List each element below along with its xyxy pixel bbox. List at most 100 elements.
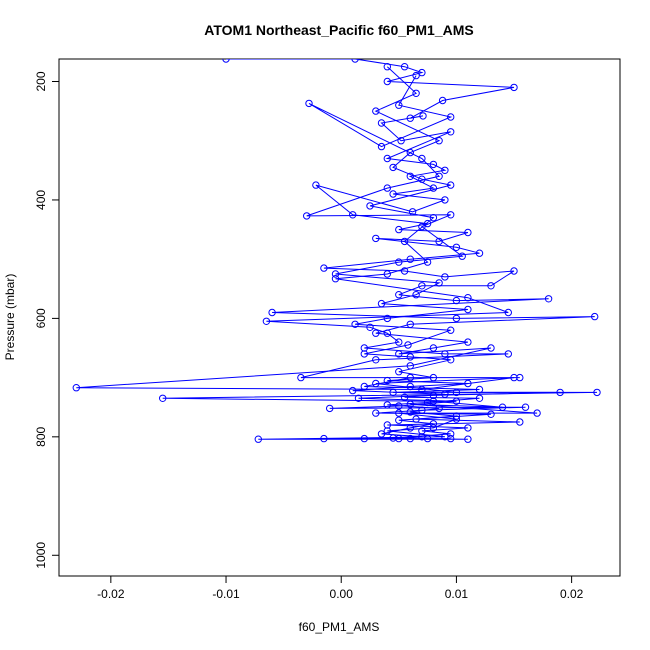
chart-title: ATOM1 Northeast_Pacific f60_PM1_AMS	[204, 22, 473, 38]
data-point	[510, 267, 518, 275]
series-line	[76, 59, 598, 440]
series-line	[266, 66, 561, 440]
data-point	[395, 291, 403, 299]
data-point	[487, 410, 495, 418]
data-point	[366, 202, 374, 210]
data-point	[418, 282, 426, 290]
data-point	[383, 329, 391, 337]
data-point	[447, 181, 455, 189]
data-point	[418, 154, 426, 163]
data-point	[510, 83, 518, 92]
data-point	[429, 424, 438, 432]
series-line	[306, 75, 480, 440]
data-point	[429, 184, 438, 192]
data-point	[521, 403, 530, 411]
data-point	[406, 172, 414, 181]
data-point	[372, 107, 380, 115]
data-point	[464, 435, 472, 443]
data-point	[464, 338, 472, 346]
data-point	[516, 373, 524, 382]
x-tick-label: 0.02	[560, 587, 584, 601]
data-point	[297, 373, 305, 382]
y-tick-label: 1000	[34, 542, 48, 569]
data-point	[377, 430, 386, 438]
data-series	[72, 59, 601, 443]
data-point	[458, 252, 466, 260]
data-point	[383, 62, 391, 71]
x-tick-label: -0.02	[97, 587, 125, 601]
data-point	[372, 356, 380, 364]
data-point	[464, 424, 472, 432]
data-point	[435, 404, 443, 413]
data-point	[372, 409, 380, 417]
data-point	[406, 255, 414, 263]
data-point	[395, 434, 403, 443]
data-point	[452, 243, 461, 252]
data-point	[372, 234, 380, 243]
data-point	[447, 113, 455, 121]
data-point	[383, 154, 391, 163]
data-point	[372, 329, 380, 337]
data-point	[326, 404, 334, 413]
data-point	[389, 190, 397, 198]
data-point	[475, 394, 484, 402]
data-point	[72, 384, 81, 392]
data-point	[383, 77, 391, 86]
data-point	[487, 282, 495, 290]
data-point	[429, 160, 438, 169]
data-point	[383, 270, 391, 278]
data-point	[389, 163, 397, 172]
data-point	[395, 416, 403, 424]
y-tick-label: 800	[34, 426, 48, 446]
data-point	[412, 89, 420, 98]
data-point	[377, 119, 386, 127]
data-point	[447, 356, 455, 364]
data-point	[447, 430, 455, 438]
data-point	[435, 137, 443, 145]
data-point	[591, 312, 599, 321]
data-point	[464, 228, 472, 237]
data-point	[447, 326, 455, 334]
y-axis-label: Pressure (mbar)	[3, 274, 17, 361]
data-point	[397, 137, 405, 145]
data-point	[320, 264, 328, 272]
data-point	[303, 212, 311, 220]
data-point	[366, 323, 374, 331]
data-point	[429, 420, 438, 428]
data-point	[406, 114, 414, 122]
data-point	[441, 196, 449, 204]
data-point	[268, 308, 276, 317]
data-point	[395, 368, 403, 376]
data-point	[351, 59, 359, 63]
data-point	[395, 101, 403, 109]
data-point	[418, 433, 426, 441]
data-point	[305, 99, 313, 108]
x-axis-label: f60_PM1_AMS	[299, 620, 380, 634]
data-point	[423, 398, 432, 407]
data-point	[412, 71, 420, 80]
data-point	[533, 409, 541, 417]
data-point	[377, 299, 386, 308]
data-point	[447, 128, 455, 136]
y-tick-label: 200	[34, 71, 48, 91]
data-point	[360, 350, 368, 358]
data-point	[383, 314, 391, 323]
data-point	[377, 142, 386, 151]
data-point	[447, 211, 455, 219]
data-point	[254, 435, 262, 443]
data-point	[400, 393, 409, 401]
data-point	[441, 390, 449, 398]
data-point	[412, 291, 420, 299]
data-point	[441, 350, 449, 358]
data-point	[262, 317, 271, 325]
x-axis: -0.02 -0.01 0.00 0.01 0.02	[97, 576, 584, 601]
data-point	[320, 434, 328, 443]
data-point	[331, 270, 340, 278]
data-point	[159, 394, 167, 402]
data-point	[395, 338, 403, 346]
data-point	[423, 219, 432, 228]
data-point	[383, 376, 391, 385]
data-point	[423, 258, 432, 266]
data-point	[447, 434, 455, 443]
